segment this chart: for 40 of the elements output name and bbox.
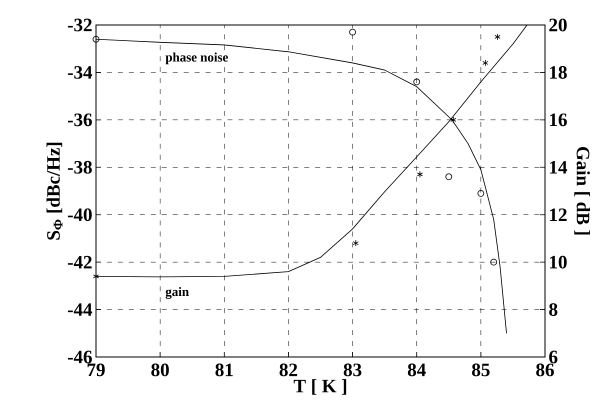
point: [349, 28, 356, 36]
y-tick-label: -36: [68, 114, 92, 126]
y-tick-label: -38: [68, 160, 92, 174]
y2-tick-label: 12: [550, 208, 567, 221]
x-tick-label: 85: [472, 364, 490, 376]
point: [482, 60, 488, 66]
y2-axis-title: Gain [ dB ]: [574, 146, 590, 235]
y-tick-label: -34: [68, 66, 92, 79]
y2-tick-label: 6: [549, 350, 558, 364]
point: [450, 116, 456, 124]
y2-tick-label: 16: [550, 114, 567, 126]
point: [352, 240, 359, 247]
y-tick-label: -32: [68, 18, 92, 32]
point: [413, 78, 420, 86]
x-axis-title: T [ K ]: [294, 379, 346, 395]
point: [490, 258, 498, 266]
y2-tick-label: 8: [549, 303, 558, 316]
x-tick-label: 82: [280, 364, 298, 376]
y2-tick-label: 18: [550, 66, 567, 79]
y2-tick-label: 10: [550, 256, 567, 269]
x-tick-label: 86: [536, 364, 554, 376]
x-tick-label: 81: [215, 364, 233, 376]
point: [445, 173, 452, 180]
point: [92, 36, 100, 43]
x-tick-label: 80: [151, 364, 169, 376]
point: [416, 171, 423, 178]
series-label: phase noise: [165, 52, 228, 64]
point: [477, 190, 484, 197]
series-label: gain: [166, 287, 189, 299]
y-tick-label: -42: [68, 256, 92, 268]
y-axis-title: S$_{Φ}$ [dBc/Hz]: [46, 142, 62, 240]
x-tick-label: 84: [408, 364, 426, 376]
x-tick-label: 83: [344, 364, 362, 376]
y-tick-label: -44: [68, 303, 92, 316]
x-tick-label: 79: [88, 364, 105, 376]
y2-tick-label: 14: [550, 161, 568, 174]
y-tick-label: -46: [68, 350, 92, 364]
point: [494, 33, 501, 40]
y2-tick-label: 20: [549, 18, 567, 32]
y-tick-label: -40: [68, 208, 92, 222]
